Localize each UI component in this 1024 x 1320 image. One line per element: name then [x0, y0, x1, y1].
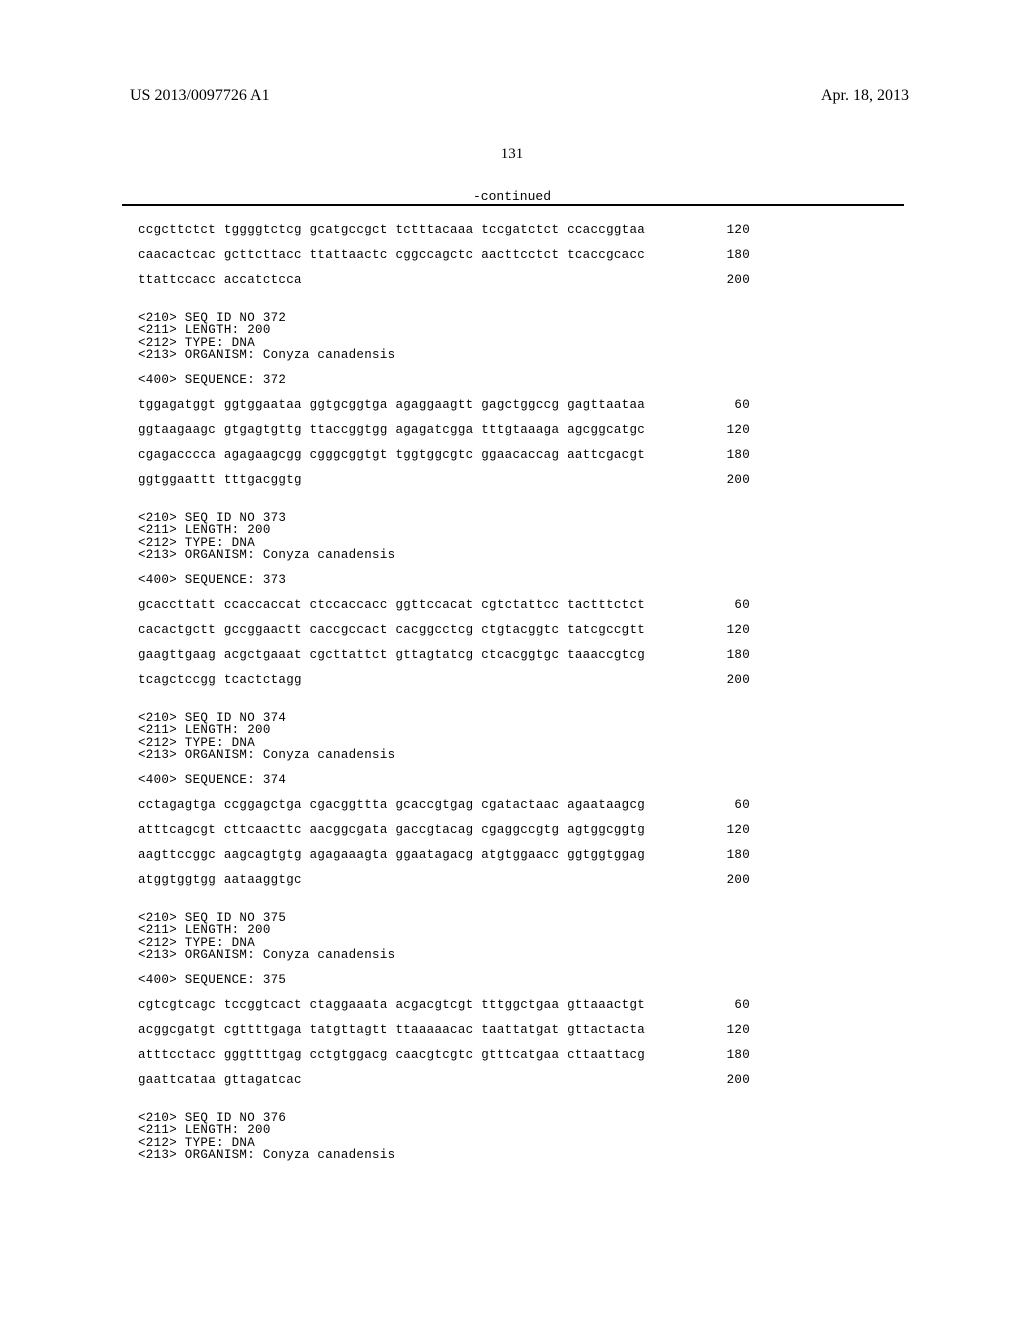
text-line: <213> ORGANISM: Conyza canadensis: [138, 1149, 750, 1162]
sequence-position: 120: [727, 624, 750, 637]
sequence-listing: ccgcttctct tggggtctcg gcatgccgct tctttac…: [138, 224, 750, 1162]
sequence-row: cgtcgtcagc tccggtcact ctaggaaata acgacgt…: [138, 999, 750, 1012]
text-line: <211> LENGTH: 200: [138, 1124, 750, 1137]
text-line: <213> ORGANISM: Conyza canadensis: [138, 349, 750, 362]
sequence-text: caacactcac gcttcttacc ttattaactc cggccag…: [138, 249, 645, 262]
sequence-row: gaagttgaag acgctgaaat cgcttattct gttagta…: [138, 649, 750, 662]
page-number: 131: [501, 146, 524, 163]
text-line: <211> LENGTH: 200: [138, 324, 750, 337]
sequence-row: tcagctccgg tcactctagg 200: [138, 674, 750, 687]
horizontal-rule: [122, 204, 904, 206]
continued-label: -continued: [473, 189, 551, 204]
header-date: Apr. 18, 2013: [821, 87, 909, 105]
text-line: <400> SEQUENCE: 372: [138, 374, 750, 387]
sequence-row: atggtggtgg aataaggtgc 200: [138, 874, 750, 887]
sequence-text: gcaccttatt ccaccaccat ctccaccacc ggttcca…: [138, 599, 645, 612]
sequence-text: ttattccacc accatctcca: [138, 274, 302, 287]
text-line: <213> ORGANISM: Conyza canadensis: [138, 749, 750, 762]
text-line: <213> ORGANISM: Conyza canadensis: [138, 549, 750, 562]
sequence-position: 120: [727, 824, 750, 837]
sequence-row: cctagagtga ccggagctga cgacggttta gcaccgt…: [138, 799, 750, 812]
sequence-row: gaattcataa gttagatcac 200: [138, 1074, 750, 1087]
text-line: <400> SEQUENCE: 375: [138, 974, 750, 987]
sequence-text: ccgcttctct tggggtctcg gcatgccgct tctttac…: [138, 224, 645, 237]
sequence-row: cacactgctt gccggaactt caccgccact cacggcc…: [138, 624, 750, 637]
sequence-text: tcagctccgg tcactctagg: [138, 674, 302, 687]
sequence-position: 200: [727, 1074, 750, 1087]
sequence-text: tggagatggt ggtggaataa ggtgcggtga agaggaa…: [138, 399, 645, 412]
header-publication-number: US 2013/0097726 A1: [130, 87, 270, 105]
sequence-row: ggtggaattt tttgacggtg 200: [138, 474, 750, 487]
sequence-row: atttcctacc gggttttgag cctgtggacg caacgtc…: [138, 1049, 750, 1062]
sequence-row: acggcgatgt cgttttgaga tatgttagtt ttaaaaa…: [138, 1024, 750, 1037]
sequence-position: 60: [734, 999, 750, 1012]
sequence-text: cacactgctt gccggaactt caccgccact cacggcc…: [138, 624, 645, 637]
sequence-position: 200: [727, 674, 750, 687]
text-line: <211> LENGTH: 200: [138, 524, 750, 537]
sequence-position: 60: [734, 799, 750, 812]
text-line: <211> LENGTH: 200: [138, 724, 750, 737]
sequence-row: ttattccacc accatctcca 200: [138, 274, 750, 287]
sequence-position: 60: [734, 399, 750, 412]
sequence-text: cgtcgtcagc tccggtcact ctaggaaata acgacgt…: [138, 999, 645, 1012]
sequence-row: cgagacccca agagaagcgg cgggcggtgt tggtggc…: [138, 449, 750, 462]
text-line: <211> LENGTH: 200: [138, 924, 750, 937]
sequence-position: 200: [727, 874, 750, 887]
sequence-text: cgagacccca agagaagcgg cgggcggtgt tggtggc…: [138, 449, 645, 462]
sequence-position: 120: [727, 424, 750, 437]
sequence-row: caacactcac gcttcttacc ttattaactc cggccag…: [138, 249, 750, 262]
sequence-row: ccgcttctct tggggtctcg gcatgccgct tctttac…: [138, 224, 750, 237]
sequence-position: 180: [727, 849, 750, 862]
sequence-position: 200: [727, 474, 750, 487]
sequence-text: aagttccggc aagcagtgtg agagaaagta ggaatag…: [138, 849, 645, 862]
sequence-text: atggtggtgg aataaggtgc: [138, 874, 302, 887]
sequence-position: 180: [727, 649, 750, 662]
sequence-text: acggcgatgt cgttttgaga tatgttagtt ttaaaaa…: [138, 1024, 645, 1037]
sequence-text: ggtaagaagc gtgagtgttg ttaccggtgg agagatc…: [138, 424, 645, 437]
text-line: <213> ORGANISM: Conyza canadensis: [138, 949, 750, 962]
sequence-text: atttcagcgt cttcaacttc aacggcgata gaccgta…: [138, 824, 645, 837]
sequence-text: ggtggaattt tttgacggtg: [138, 474, 302, 487]
sequence-row: atttcagcgt cttcaacttc aacggcgata gaccgta…: [138, 824, 750, 837]
sequence-position: 180: [727, 1049, 750, 1062]
sequence-text: gaagttgaag acgctgaaat cgcttattct gttagta…: [138, 649, 645, 662]
sequence-position: 120: [727, 224, 750, 237]
sequence-position: 180: [727, 249, 750, 262]
text-line: <400> SEQUENCE: 374: [138, 774, 750, 787]
sequence-row: aagttccggc aagcagtgtg agagaaagta ggaatag…: [138, 849, 750, 862]
sequence-position: 180: [727, 449, 750, 462]
sequence-text: atttcctacc gggttttgag cctgtggacg caacgtc…: [138, 1049, 645, 1062]
sequence-position: 60: [734, 599, 750, 612]
sequence-row: ggtaagaagc gtgagtgttg ttaccggtgg agagatc…: [138, 424, 750, 437]
text-line: <400> SEQUENCE: 373: [138, 574, 750, 587]
sequence-row: gcaccttatt ccaccaccat ctccaccacc ggttcca…: [138, 599, 750, 612]
sequence-row: tggagatggt ggtggaataa ggtgcggtga agaggaa…: [138, 399, 750, 412]
sequence-text: gaattcataa gttagatcac: [138, 1074, 302, 1087]
sequence-position: 120: [727, 1024, 750, 1037]
sequence-text: cctagagtga ccggagctga cgacggttta gcaccgt…: [138, 799, 645, 812]
sequence-position: 200: [727, 274, 750, 287]
